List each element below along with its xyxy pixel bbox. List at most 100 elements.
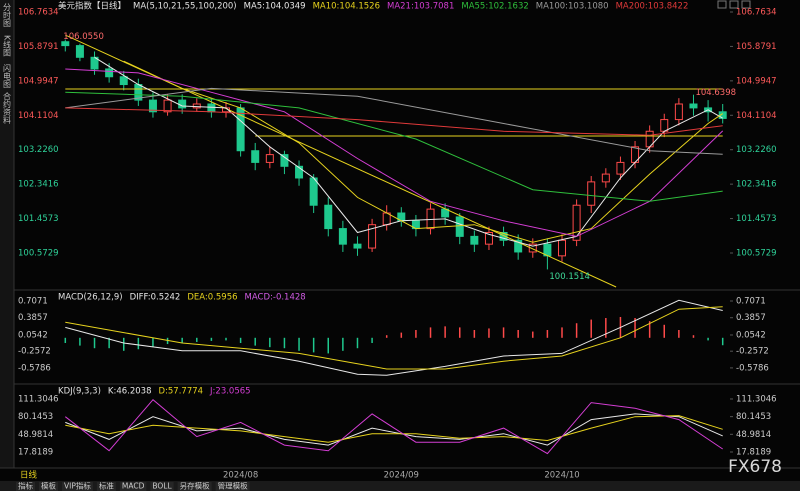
- candle-body: [572, 204, 581, 241]
- y-tick-label: 104.9947: [736, 76, 777, 86]
- legend-entry: DEA:0.5956: [187, 293, 237, 303]
- indicator-label: MA(5,10,21,55,100,200): [133, 2, 237, 12]
- toolbar-tab-bg[interactable]: [215, 482, 250, 491]
- toolbar-tab[interactable]: VIP指标: [64, 481, 91, 491]
- toolbar-tab[interactable]: 指标: [18, 481, 33, 491]
- candle-body: [528, 243, 537, 253]
- y-tick-label: 0.0542: [18, 330, 48, 340]
- x-tick-label: 2024/08: [223, 471, 258, 481]
- series-line: [65, 87, 723, 155]
- y-tick-label: 80.1453: [18, 412, 53, 422]
- window-icon[interactable]: [729, 0, 739, 9]
- legend-entry: J:23.0565: [209, 387, 251, 397]
- y-tick-label: 0.7071: [736, 296, 766, 306]
- candle-body: [338, 228, 347, 245]
- y-tick-label: 17.8189: [736, 447, 771, 457]
- candle-body: [616, 161, 625, 175]
- y-tick-label: 0.0542: [736, 330, 766, 340]
- legend-entry: K:46.2038: [108, 387, 152, 397]
- toolbar: [0, 481, 800, 491]
- candle-body: [251, 150, 260, 163]
- y-tick-label: 105.8791: [736, 42, 777, 52]
- candle-body: [353, 243, 362, 249]
- y-tick-label: 101.4573: [736, 214, 777, 224]
- candle-body: [75, 45, 84, 58]
- y-tick-label: 102.3416: [18, 180, 59, 190]
- candle-body: [689, 103, 698, 109]
- y-tick-label: 80.1453: [736, 412, 771, 422]
- sidebar-tab[interactable]: K线图: [3, 35, 12, 57]
- y-tick-label: 103.2260: [736, 145, 777, 155]
- candle-body: [280, 154, 289, 167]
- candle-body: [295, 165, 304, 179]
- candle-body: [674, 103, 683, 121]
- toolbar-tab[interactable]: BOLL: [152, 482, 172, 491]
- candle-body: [718, 111, 727, 119]
- y-tick-label: 17.8189: [18, 447, 53, 457]
- chart-title: MACD(26,12,9): [58, 293, 123, 303]
- chart-title: 美元指数【日线】: [58, 1, 126, 12]
- sidebar-tab[interactable]: 闪电图: [3, 64, 12, 89]
- toolbar-tab-bg[interactable]: [177, 482, 212, 491]
- legend-entry: D:57.7774: [158, 387, 203, 397]
- y-tick-label: 106.7634: [18, 7, 59, 17]
- y-tick-label: 111.3046: [18, 394, 59, 404]
- series-line: [65, 107, 723, 136]
- period-label: 日线: [20, 470, 38, 481]
- legend-entry: MA200:103.8422: [616, 2, 689, 12]
- toolbar-tab[interactable]: MACD: [122, 482, 145, 491]
- legend-entry: MA55:102.1632: [461, 2, 528, 12]
- legend-entry: MA21:103.7081: [387, 2, 454, 12]
- candle-body: [178, 99, 187, 109]
- legend-entry: MACD:-0.1428: [245, 293, 306, 303]
- series-line: [65, 91, 723, 202]
- y-tick-label: 100.5729: [736, 249, 777, 259]
- y-tick-label: 100.5729: [18, 249, 59, 259]
- window-icon[interactable]: [717, 0, 727, 9]
- toolbar-tab-bg[interactable]: [96, 482, 116, 491]
- y-tick-label: 0.7071: [18, 296, 48, 306]
- low-label: 100.1514: [549, 272, 590, 282]
- sidebar: [0, 0, 14, 468]
- legend-entry: DIFF:0.5242: [130, 293, 181, 303]
- toolbar-tab[interactable]: 标准: [99, 481, 114, 491]
- series-line: [64, 398, 723, 455]
- toolbar-tab-bg[interactable]: [150, 482, 174, 491]
- x-tick-label: 2024/10: [544, 471, 579, 481]
- window-icon[interactable]: [741, 0, 751, 9]
- toolbar-tab[interactable]: 另存模板: [180, 481, 210, 491]
- series-line: [65, 415, 723, 443]
- toolbar-tab-bg[interactable]: [39, 482, 58, 491]
- y-tick-label: 111.3046: [736, 394, 777, 404]
- series-line: [65, 306, 723, 370]
- candle-body: [484, 231, 493, 245]
- sidebar-tab[interactable]: 合约资料: [3, 91, 12, 125]
- series-line: [65, 68, 724, 237]
- toolbar-tab-bg[interactable]: [16, 482, 35, 491]
- y-tick-label: 102.3416: [736, 180, 777, 190]
- candle-body: [207, 103, 216, 113]
- candle-body: [660, 119, 669, 132]
- y-tick-label: 48.9814: [18, 430, 53, 440]
- legend-entry: MA100:103.1080: [536, 2, 609, 12]
- sidebar-tab[interactable]: 分时图: [3, 3, 12, 28]
- x-tick-label: 2024/09: [384, 471, 419, 481]
- candle-body: [309, 177, 318, 206]
- candle-body: [368, 224, 377, 249]
- series-line: [65, 299, 723, 376]
- candle-body: [105, 68, 114, 78]
- toolbar-tab[interactable]: 管理模板: [218, 481, 248, 491]
- watermark: FX678: [728, 457, 782, 477]
- toolbar-tab-bg[interactable]: [62, 482, 93, 491]
- y-tick-label: -0.2572: [18, 347, 51, 357]
- y-tick-label: 48.9814: [736, 430, 771, 440]
- candle-body: [265, 154, 274, 163]
- y-tick-label: 103.2260: [18, 145, 59, 155]
- toolbar-tab-bg[interactable]: [119, 482, 147, 491]
- y-tick-label: 104.1104: [18, 111, 59, 121]
- candle-body: [601, 173, 610, 183]
- y-tick-label: 0.3857: [736, 313, 766, 323]
- toolbar-tab[interactable]: 模板: [41, 481, 56, 491]
- y-tick-label: 0.3857: [18, 313, 48, 323]
